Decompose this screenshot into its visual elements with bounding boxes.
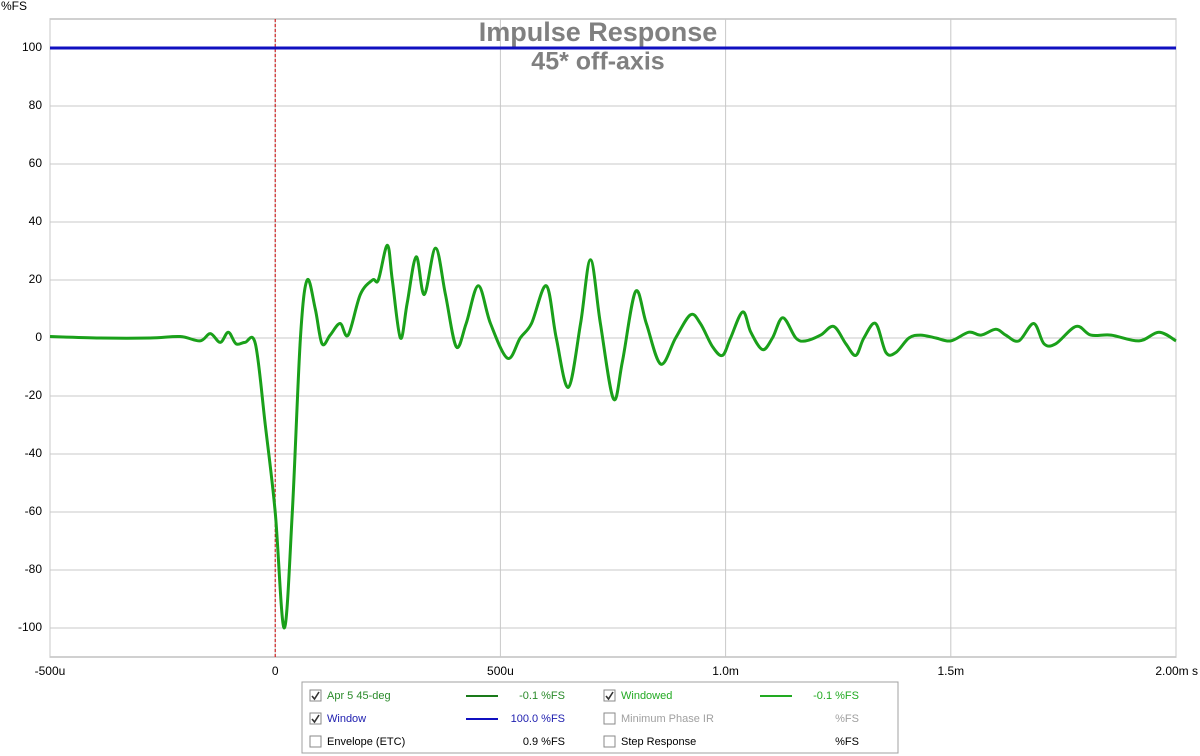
x-tick-label: 1.0m xyxy=(712,664,739,678)
legend-readout: 0.9 %FS xyxy=(523,736,565,748)
x-tick-label: 500u xyxy=(487,664,514,678)
legend-check xyxy=(311,691,320,701)
chart-title: Impulse Response xyxy=(479,17,718,47)
legend-checkbox[interactable] xyxy=(309,735,322,748)
legend-label: Step Response xyxy=(621,736,696,748)
legend-checkbox[interactable] xyxy=(603,712,616,725)
legend-readout: 100.0 %FS xyxy=(511,713,565,725)
data-line xyxy=(49,243,1177,630)
y-tick-label: -60 xyxy=(25,504,43,518)
legend-checkbox[interactable] xyxy=(309,712,322,725)
legend-readout: -0.1 %FS xyxy=(519,690,565,702)
legend-checkbox[interactable] xyxy=(603,735,616,748)
y-tick-label: -40 xyxy=(25,446,43,460)
legend-check xyxy=(605,691,614,701)
legend-readout: %FS xyxy=(835,736,859,748)
y-tick-label: -80 xyxy=(25,562,43,576)
y-tick-label: 80 xyxy=(29,98,43,112)
x-tick-label: 2.00m s xyxy=(1155,664,1198,678)
legend-check xyxy=(311,714,320,724)
legend-label: Envelope (ETC) xyxy=(327,736,405,748)
legend-checkbox[interactable] xyxy=(309,689,322,702)
y-axis-label: %FS xyxy=(1,0,27,13)
legend: Apr 5 45-deg -0.1 %FS Window 100.0 %FS Envel… xyxy=(301,681,899,754)
legend-readout: -0.1 %FS xyxy=(813,690,859,702)
legend-label: Window xyxy=(327,713,366,725)
legend-box xyxy=(301,681,899,754)
legend-readout: %FS xyxy=(835,713,859,725)
legend-label: Minimum Phase IR xyxy=(621,713,714,725)
y-tick-label: 20 xyxy=(29,272,43,286)
y-tick-label: 100 xyxy=(22,40,42,54)
x-tick-label: 1.5m xyxy=(937,664,964,678)
y-tick-label: -20 xyxy=(25,388,43,402)
y-tick-label: 0 xyxy=(35,330,42,344)
y-tick-label: 60 xyxy=(29,156,43,170)
legend-label: Apr 5 45-deg xyxy=(327,690,391,702)
x-tick-label: 0 xyxy=(272,664,279,678)
chart-subtitle: 45* off-axis xyxy=(531,48,664,76)
x-tick-label: -500u xyxy=(35,664,66,678)
y-tick-label: 40 xyxy=(29,214,43,228)
legend-label: Windowed xyxy=(621,690,672,702)
legend-checkbox[interactable] xyxy=(603,689,616,702)
y-tick-label: -100 xyxy=(18,620,42,634)
